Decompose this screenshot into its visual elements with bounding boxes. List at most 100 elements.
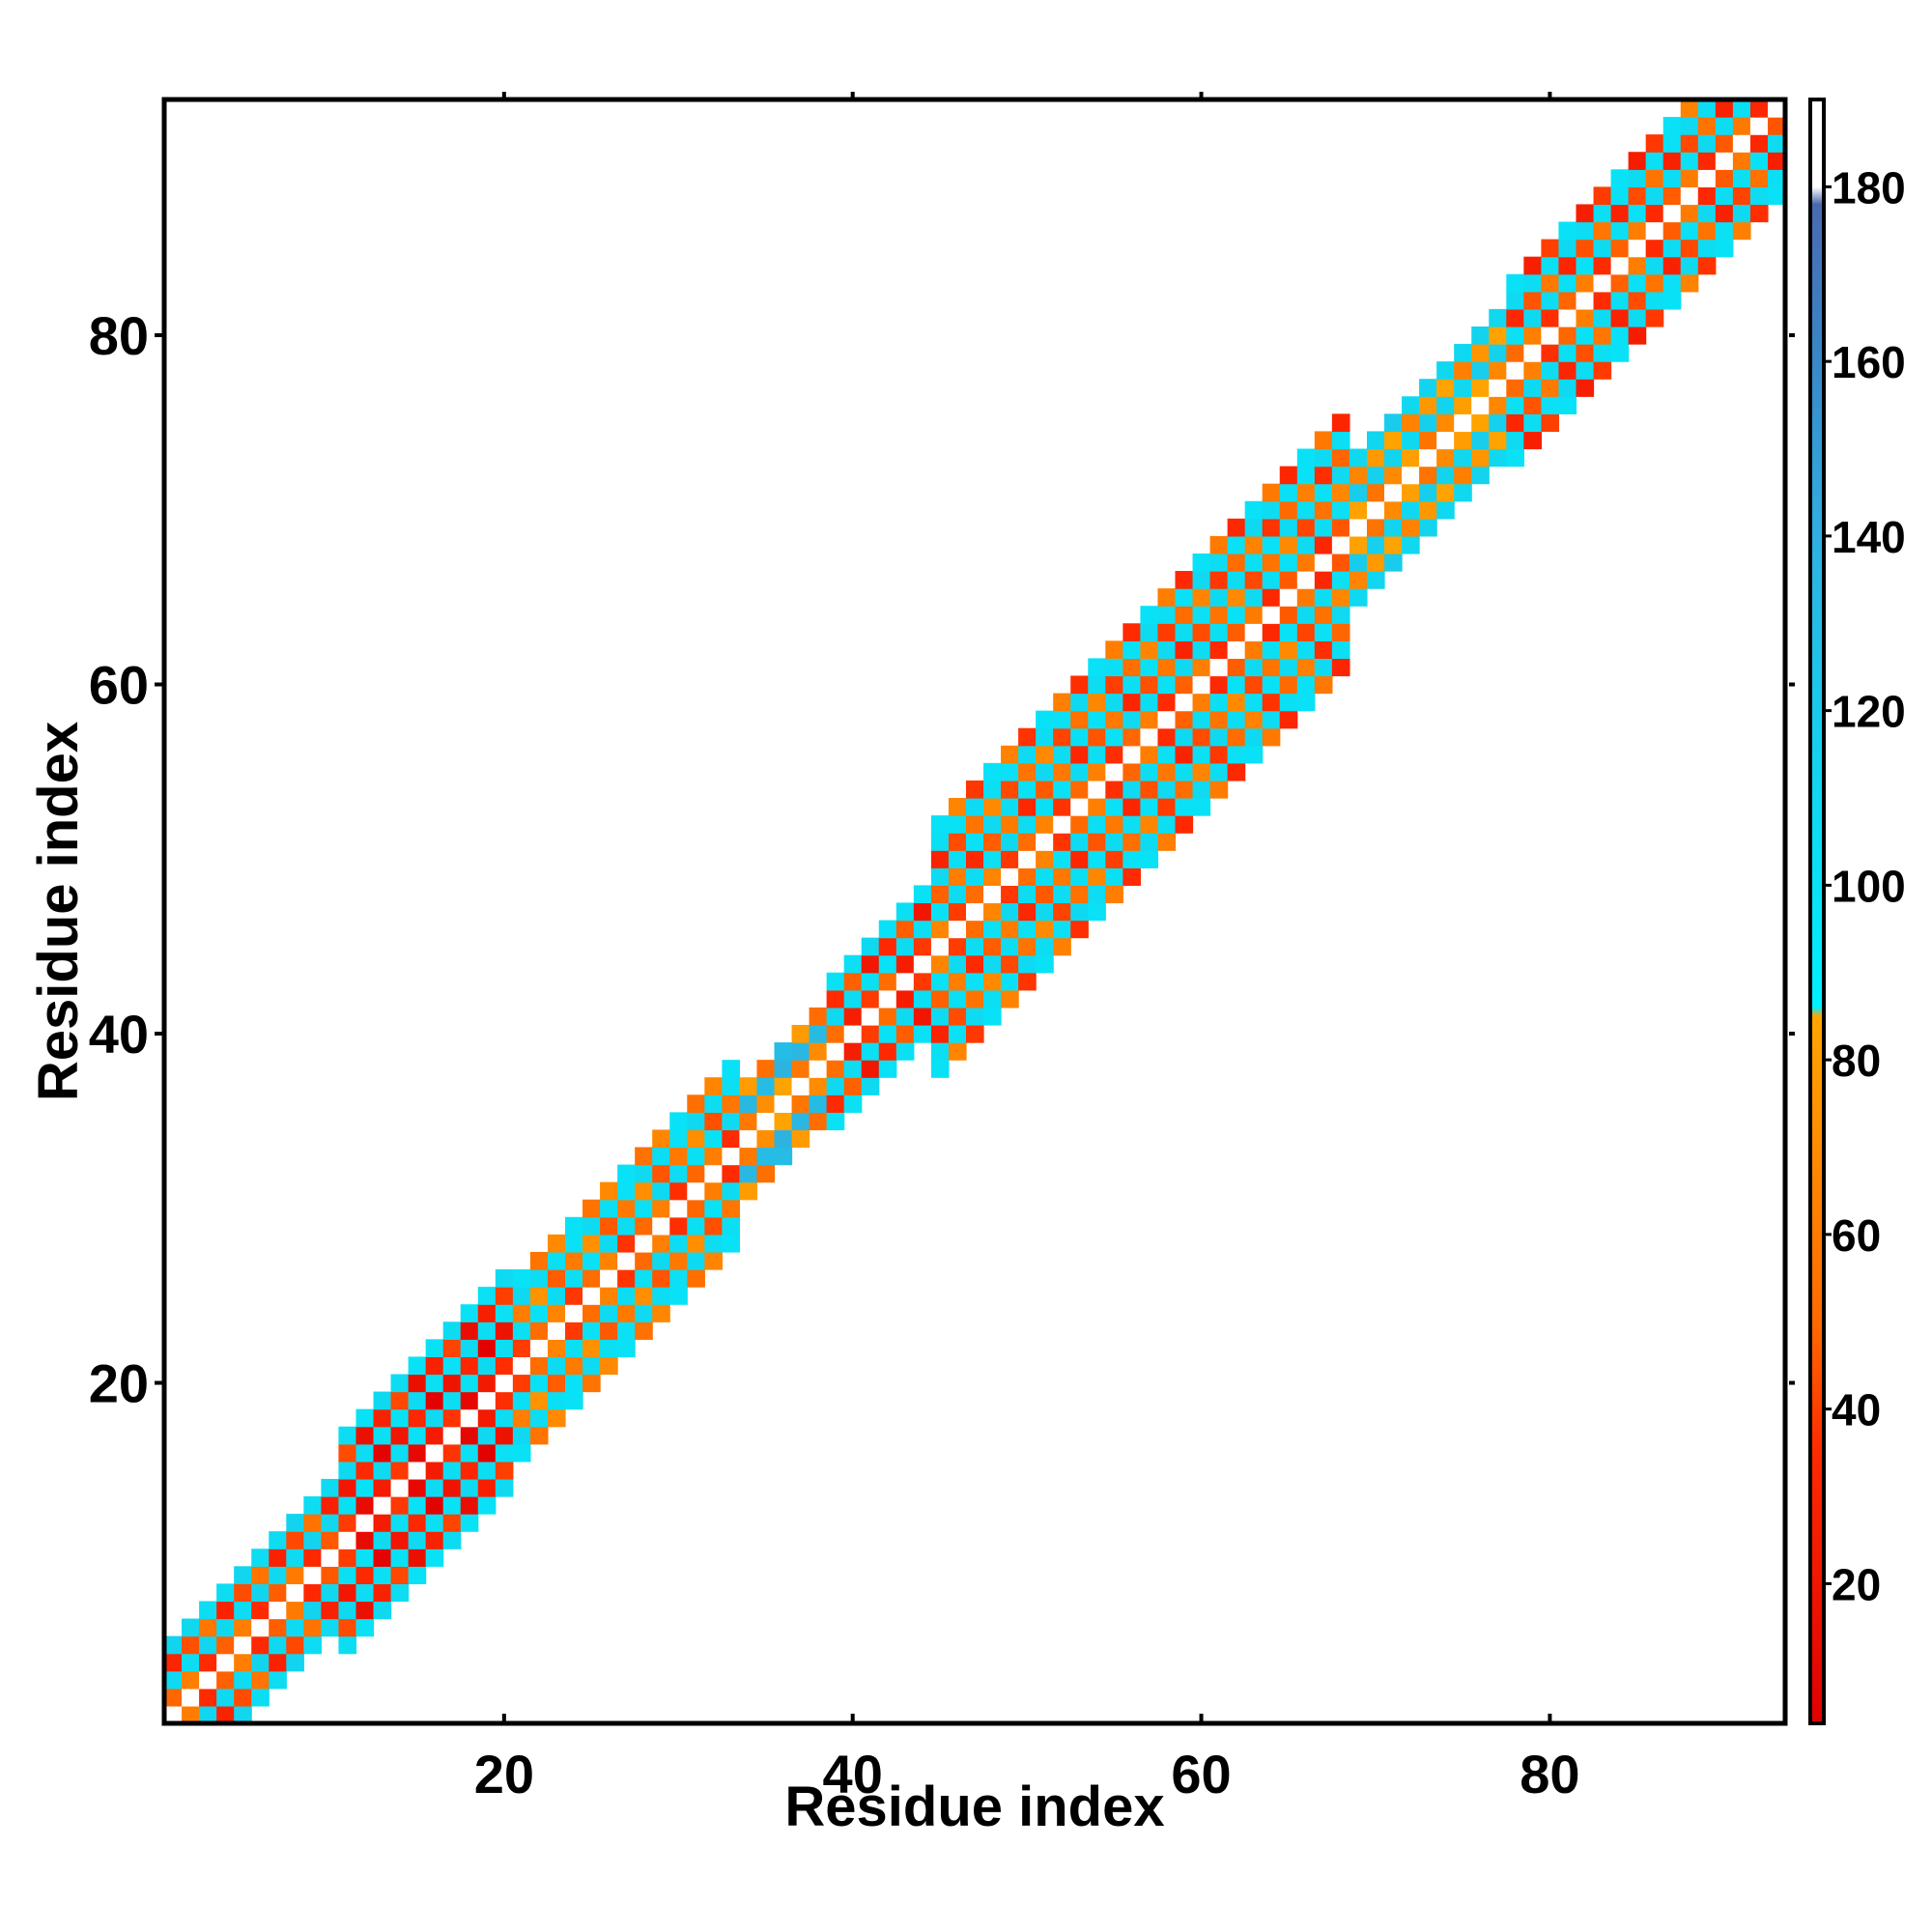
- heatmap-cell: [477, 1443, 497, 1463]
- heatmap-cell: [321, 1478, 340, 1497]
- heatmap-cell: [1122, 640, 1142, 660]
- heatmap-cell: [1175, 710, 1194, 729]
- heatmap-cell: [843, 1007, 863, 1026]
- heatmap-cell: [948, 1007, 967, 1026]
- heatmap-cell: [1018, 727, 1037, 747]
- heatmap-cell: [600, 1181, 618, 1201]
- heatmap-cell: [1296, 553, 1316, 572]
- heatmap-cell: [373, 1548, 392, 1567]
- heatmap-cell: [1192, 588, 1211, 607]
- heatmap-cell: [965, 1024, 984, 1043]
- heatmap-cell: [895, 902, 915, 922]
- heatmap-cell: [442, 1443, 462, 1463]
- heatmap-cell: [687, 1199, 705, 1218]
- heatmap-cell: [1471, 326, 1490, 345]
- heatmap-cell: [1628, 239, 1647, 258]
- heatmap-cell: [547, 1287, 566, 1305]
- heatmap-cell: [1402, 413, 1420, 433]
- heatmap-cell: [390, 1531, 410, 1549]
- heatmap-cell: [164, 1635, 183, 1655]
- heatmap-cell: [1331, 431, 1350, 450]
- heatmap-cell: [600, 1251, 618, 1270]
- heatmap-cell: [1209, 710, 1229, 729]
- heatmap-cell: [512, 1391, 531, 1410]
- heatmap-cell: [529, 1374, 549, 1393]
- heatmap-cell: [1662, 273, 1682, 293]
- heatmap-cell: [1576, 361, 1595, 380]
- heatmap-cell: [1209, 571, 1229, 589]
- x-tick-label: 20: [474, 1744, 534, 1804]
- heatmap-cell: [355, 1566, 375, 1584]
- heatmap-cell: [1541, 361, 1560, 380]
- heatmap-cell: [791, 1024, 810, 1043]
- heatmap-cell: [1244, 588, 1264, 607]
- heatmap-cell: [948, 920, 967, 939]
- heatmap-cell: [1314, 675, 1333, 695]
- heatmap-cell: [826, 1042, 845, 1061]
- heatmap-cell: [1645, 308, 1664, 327]
- heatmap-cell: [1523, 256, 1542, 275]
- heatmap-cell: [1296, 658, 1316, 677]
- heatmap-cell: [1105, 798, 1123, 816]
- heatmap-cell: [529, 1339, 549, 1358]
- heatmap-cell: [965, 867, 984, 886]
- heatmap-cell: [512, 1304, 531, 1322]
- heatmap-cell: [930, 833, 950, 851]
- heatmap-cell: [1384, 466, 1403, 485]
- heatmap-cell: [321, 1514, 340, 1532]
- heatmap-cell: [1697, 186, 1717, 206]
- heatmap-cell: [582, 1321, 601, 1340]
- heatmap-cell: [1523, 273, 1542, 293]
- heatmap-cell: [1366, 571, 1385, 589]
- heatmap-cell: [1610, 344, 1630, 362]
- heatmap-cell: [1018, 815, 1037, 834]
- heatmap-cell: [1140, 710, 1159, 729]
- colorbar-tick-label: 160: [1832, 337, 1906, 387]
- heatmap-cell: [635, 1216, 653, 1236]
- heatmap-cell: [965, 815, 984, 834]
- heatmap-cell: [913, 937, 932, 956]
- heatmap-cell: [1001, 867, 1019, 886]
- heatmap-cell: [564, 1269, 583, 1288]
- heatmap-cell: [1018, 762, 1037, 781]
- heatmap-cell: [1227, 658, 1246, 677]
- heatmap-cell: [1244, 745, 1264, 764]
- heatmap-cell: [722, 1060, 741, 1078]
- heatmap-cell: [477, 1321, 497, 1340]
- heatmap-cell: [408, 1426, 427, 1445]
- heatmap-cell: [1506, 361, 1524, 380]
- heatmap-cell: [1122, 850, 1142, 868]
- heatmap-cell: [1088, 885, 1106, 904]
- heatmap-cell: [1018, 954, 1037, 974]
- heatmap-cell: [652, 1216, 670, 1236]
- heatmap-cell: [930, 954, 950, 974]
- heatmap-cell: [216, 1601, 235, 1620]
- heatmap-cell: [930, 1042, 950, 1061]
- heatmap-cell: [1489, 431, 1507, 450]
- heatmap-cell: [1105, 658, 1123, 677]
- heatmap-cell: [1593, 326, 1612, 345]
- heatmap-cell: [408, 1391, 427, 1410]
- heatmap-cell: [1558, 308, 1577, 327]
- heatmap-cell: [739, 1164, 758, 1183]
- heatmap-cell: [1749, 169, 1769, 187]
- heatmap-cell: [1262, 710, 1281, 729]
- heatmap-cell: [425, 1531, 444, 1549]
- y-tick-label: 40: [89, 1004, 149, 1065]
- heatmap-cell: [1314, 466, 1333, 485]
- heatmap-cell: [286, 1583, 304, 1603]
- heatmap-cell: [1331, 466, 1350, 485]
- heatmap-cell: [269, 1618, 287, 1637]
- heatmap-cell: [913, 954, 932, 974]
- heatmap-cell: [547, 1321, 566, 1340]
- heatmap-cell: [1244, 535, 1264, 554]
- heatmap-cell: [1402, 535, 1420, 554]
- heatmap-cell: [1088, 745, 1106, 764]
- heatmap-cell: [338, 1601, 357, 1620]
- heatmap-cell: [460, 1443, 479, 1463]
- heatmap-cell: [1349, 466, 1368, 485]
- heatmap-cell: [477, 1461, 497, 1480]
- heatmap-cell: [373, 1443, 392, 1463]
- heatmap-cell: [216, 1635, 235, 1655]
- heatmap-cell: [251, 1688, 270, 1707]
